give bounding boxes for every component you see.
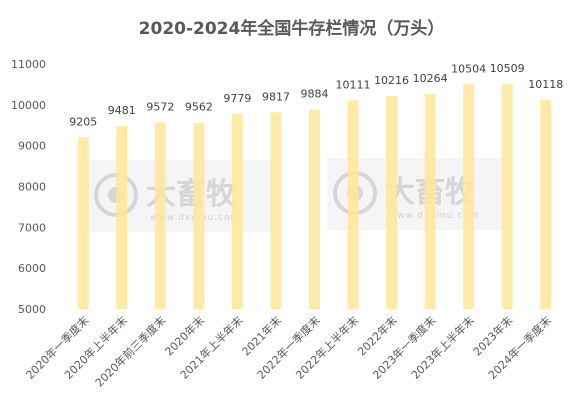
y-tick-label: 5000 bbox=[18, 303, 46, 316]
data-label: 10264 bbox=[413, 72, 448, 85]
bars-group: 9205 9481 9572 9562 9779 9817 9884 10111 10216 10… bbox=[69, 62, 563, 310]
bar bbox=[540, 100, 552, 309]
data-label: 9205 bbox=[69, 115, 97, 128]
data-label: 9779 bbox=[223, 92, 251, 105]
y-axis: 5000 6000 7000 8000 9000 10000 11000 bbox=[11, 58, 46, 316]
data-label: 10504 bbox=[451, 62, 486, 75]
data-label: 10118 bbox=[528, 78, 563, 91]
watermark-group: 大畜牧www.dxumu.com大畜牧www.dxumu.com bbox=[88, 158, 511, 232]
x-tick-label: 2020年前三季度末 bbox=[92, 313, 168, 389]
bar bbox=[193, 122, 205, 310]
bar bbox=[463, 84, 475, 310]
bar bbox=[347, 100, 359, 309]
y-tick-label: 11000 bbox=[11, 58, 46, 71]
data-label: 9572 bbox=[146, 100, 174, 113]
bar bbox=[270, 112, 282, 309]
x-axis: 2020年一季度末2020年上半年末2020年前三季度末2020年末2021年上… bbox=[23, 313, 554, 389]
watermark-logo-icon bbox=[94, 173, 138, 217]
y-tick-label: 10000 bbox=[11, 99, 46, 112]
bar bbox=[309, 109, 320, 309]
bar bbox=[77, 137, 89, 309]
data-label: 9884 bbox=[301, 88, 329, 101]
data-label: 9562 bbox=[185, 101, 213, 114]
watermark-1: 大畜牧www.dxumu.com bbox=[88, 160, 272, 232]
y-tick-label: 9000 bbox=[18, 140, 46, 153]
y-tick-label: 8000 bbox=[18, 181, 46, 194]
bar bbox=[501, 84, 513, 309]
bar bbox=[386, 96, 398, 309]
data-label: 10509 bbox=[490, 62, 525, 75]
chart-title: 2020-2024年全国牛存栏情况（万头） bbox=[138, 19, 445, 39]
data-label: 9481 bbox=[108, 104, 136, 117]
bar bbox=[116, 126, 128, 309]
y-tick-label: 6000 bbox=[18, 262, 46, 275]
data-label: 10216 bbox=[374, 74, 409, 87]
bar bbox=[231, 113, 243, 309]
y-tick-label: 7000 bbox=[18, 221, 46, 234]
bar bbox=[154, 122, 166, 309]
data-label: 9817 bbox=[262, 90, 290, 103]
bar bbox=[424, 94, 436, 309]
data-label: 10111 bbox=[336, 78, 371, 91]
